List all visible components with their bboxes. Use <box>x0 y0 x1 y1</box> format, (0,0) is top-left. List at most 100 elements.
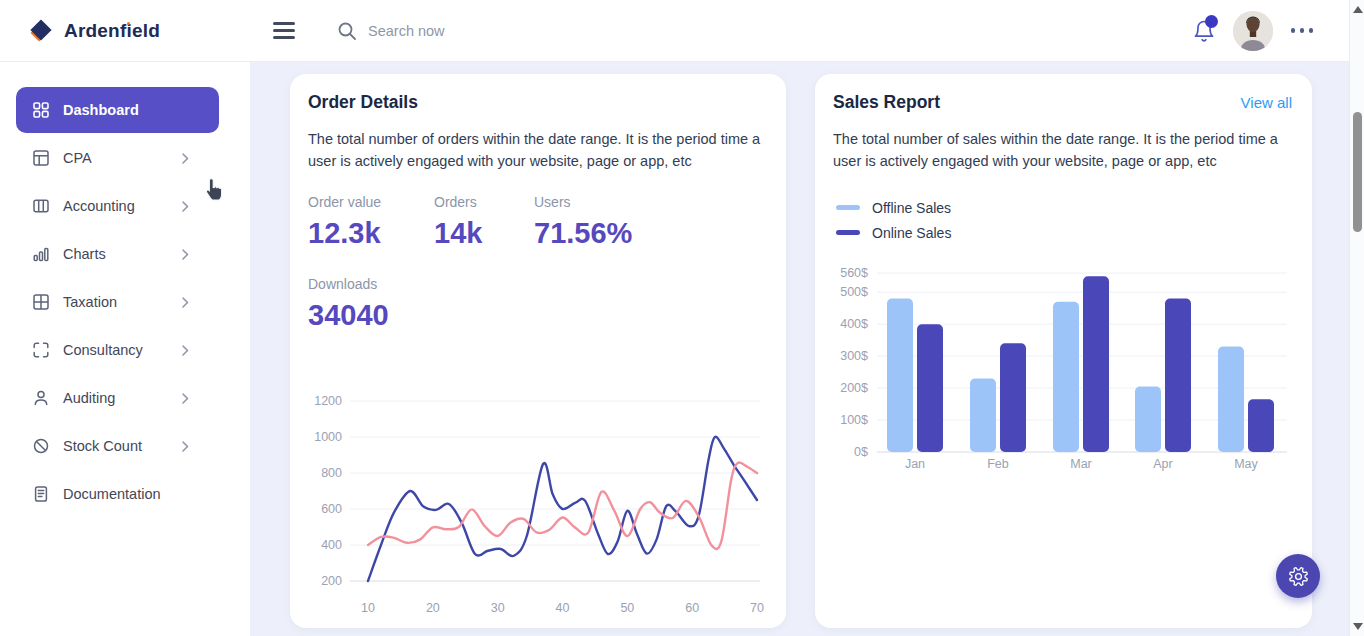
order-details-card: Order Details The total number of orders… <box>290 74 786 628</box>
svg-text:1200: 1200 <box>314 394 342 408</box>
sidebar-item-label: Charts <box>63 246 182 262</box>
sales-bar-chart: 0$ 100$ 200$ 300$ 400$ 500$ 560$ Jan Feb Mar Apr Ma… <box>815 265 1312 485</box>
sidebar-item-consultancy[interactable]: Consultancy <box>16 327 219 373</box>
corners-icon <box>33 342 49 358</box>
svg-text:0$: 0$ <box>854 445 868 459</box>
sales-report-description: The total number of sales within the dat… <box>815 129 1312 172</box>
svg-text:Jan: Jan <box>905 457 925 471</box>
sidebar-item-cpa[interactable]: CPA <box>16 135 219 181</box>
chevron-right-icon <box>182 201 189 212</box>
brand-logo-icon <box>28 18 54 44</box>
columns-icon <box>33 198 49 214</box>
brand[interactable]: Ardenfield <box>28 18 250 44</box>
chevron-right-icon <box>182 441 189 452</box>
stat-orders: Orders 14k <box>434 194 534 250</box>
file-text-icon <box>33 486 49 502</box>
sidebar-item-stock-count[interactable]: Stock Count <box>16 423 219 469</box>
search-bar <box>337 21 1192 41</box>
brand-accent-dot <box>127 22 131 25</box>
sidebar-item-label: CPA <box>63 150 182 166</box>
svg-text:50: 50 <box>620 601 634 615</box>
sidebar: Dashboard CPA Accounting Charts Taxation Cons… <box>0 62 250 636</box>
view-all-link[interactable]: View all <box>1241 94 1292 111</box>
sidebar-item-label: Taxation <box>63 294 182 310</box>
layout-icon <box>33 150 49 166</box>
svg-text:60: 60 <box>685 601 699 615</box>
svg-text:1000: 1000 <box>314 430 342 444</box>
bar-chart-icon <box>33 246 49 262</box>
scroll-up-arrow[interactable] <box>1353 6 1363 13</box>
svg-text:Mar: Mar <box>1070 457 1092 471</box>
menu-toggle-icon[interactable] <box>273 22 295 38</box>
chevron-right-icon <box>182 153 189 164</box>
svg-text:100$: 100$ <box>840 413 868 427</box>
sidebar-item-charts[interactable]: Charts <box>16 231 219 277</box>
order-details-description: The total number of orders within the da… <box>290 129 786 172</box>
slash-icon <box>33 438 49 454</box>
svg-text:70: 70 <box>750 601 764 615</box>
svg-text:560$: 560$ <box>840 266 868 280</box>
svg-text:600: 600 <box>321 502 342 516</box>
svg-text:May: May <box>1234 457 1258 471</box>
grid-icon <box>33 102 49 118</box>
sidebar-item-dashboard[interactable]: Dashboard <box>16 87 219 133</box>
chevron-right-icon <box>182 393 189 404</box>
topbar: Ardenfield <box>0 0 1349 62</box>
scrollbar[interactable] <box>1349 0 1364 636</box>
svg-text:200: 200 <box>321 574 342 588</box>
svg-text:Apr: Apr <box>1153 457 1172 471</box>
search-icon <box>337 21 357 41</box>
sidebar-item-label: Documentation <box>63 486 219 502</box>
offline-sales-swatch <box>836 205 860 210</box>
scroll-down-arrow[interactable] <box>1353 623 1363 630</box>
sidebar-item-taxation[interactable]: Taxation <box>16 279 219 325</box>
online-sales-swatch <box>836 230 860 235</box>
svg-text:300$: 300$ <box>840 349 868 363</box>
sidebar-item-accounting[interactable]: Accounting <box>16 183 219 229</box>
legend-offline-sales: Offline Sales <box>836 195 1312 220</box>
stat-users: Users 71.56% <box>534 194 632 250</box>
chevron-right-icon <box>182 297 189 308</box>
legend-online-sales: Online Sales <box>836 220 1312 245</box>
chevron-right-icon <box>182 345 189 356</box>
orders-line-chart: 200 400 600 800 1000 1200 10 20 30 40 50 60 70 <box>290 380 786 628</box>
topbar-actions <box>1192 11 1349 51</box>
avatar-image <box>1233 11 1273 51</box>
stat-order-value: Order value 12.3k <box>308 194 434 250</box>
sidebar-item-label: Auditing <box>63 390 182 406</box>
gear-icon <box>1287 565 1310 588</box>
svg-text:400$: 400$ <box>840 317 868 331</box>
svg-text:400: 400 <box>321 538 342 552</box>
settings-fab[interactable] <box>1276 554 1320 598</box>
sidebar-item-label: Consultancy <box>63 342 182 358</box>
sales-report-card: Sales Report View all The total number o… <box>815 74 1312 628</box>
sidebar-item-auditing[interactable]: Auditing <box>16 375 219 421</box>
sidebar-item-label: Stock Count <box>63 438 182 454</box>
sidebar-item-label: Dashboard <box>63 102 219 118</box>
sales-report-title: Sales Report <box>833 92 940 113</box>
brand-name: Ardenfield <box>64 20 160 42</box>
svg-text:Feb: Feb <box>987 457 1009 471</box>
notifications-button[interactable] <box>1192 18 1216 44</box>
user-avatar[interactable] <box>1233 11 1273 51</box>
svg-text:10: 10 <box>361 601 375 615</box>
svg-text:800: 800 <box>321 466 342 480</box>
stat-downloads: Downloads 34040 <box>308 276 389 332</box>
more-options-button[interactable] <box>1291 28 1313 32</box>
sidebar-item-documentation[interactable]: Documentation <box>16 471 219 517</box>
notification-dot <box>1205 15 1218 28</box>
svg-text:30: 30 <box>491 601 505 615</box>
scrollbar-thumb[interactable] <box>1353 112 1362 232</box>
svg-text:500$: 500$ <box>840 285 868 299</box>
svg-text:200$: 200$ <box>840 381 868 395</box>
sidebar-item-label: Accounting <box>63 198 182 214</box>
svg-text:20: 20 <box>426 601 440 615</box>
svg-text:40: 40 <box>556 601 570 615</box>
order-details-title: Order Details <box>308 92 418 113</box>
user-icon <box>33 390 49 406</box>
search-input[interactable] <box>366 22 686 40</box>
table-icon <box>33 294 49 310</box>
sales-legend: Offline Sales Online Sales <box>815 195 1312 245</box>
chevron-right-icon <box>182 249 189 260</box>
main-content: Order Details The total number of orders… <box>250 62 1349 636</box>
